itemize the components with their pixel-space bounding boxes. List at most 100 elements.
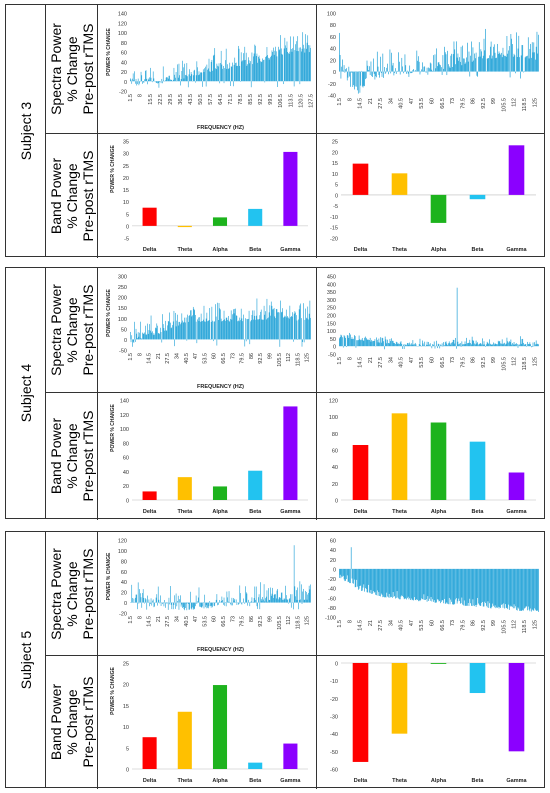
category-label: Theta: [392, 509, 408, 515]
category-label: Alpha: [212, 778, 228, 784]
spectrum-bar: [531, 42, 533, 72]
y-tick-label: 0: [124, 338, 127, 344]
spectrum-bar: [503, 343, 505, 347]
spectrum-bar: [154, 602, 155, 607]
spectrum-bar: [155, 597, 157, 603]
spectrum-bar: [384, 568, 385, 598]
spectrum-bar: [216, 594, 218, 603]
y-tick-label: -40: [330, 732, 338, 738]
spectrum-bar: [478, 568, 480, 605]
x-tick-label: 1.5: [337, 357, 343, 365]
spectrum-bar: [263, 599, 264, 603]
spectrum-bar: [205, 318, 207, 340]
spectrum-bar: [233, 600, 235, 603]
spectrum-bar: [215, 602, 216, 604]
spectrum-bar: [380, 71, 382, 74]
spectrum-bar: [489, 46, 491, 72]
spectrum-bar: [391, 52, 392, 72]
y-tick-label: 300: [118, 275, 127, 281]
spectrum-bar: [132, 73, 134, 82]
spectrum-bar: [203, 305, 205, 340]
x-tick-label: 127.5: [308, 94, 314, 108]
x-tick-label: 99: [268, 353, 274, 359]
x-tick-label: 21: [156, 616, 162, 622]
y-tick-label: 20: [332, 150, 338, 156]
x-tick-label: 40.5: [399, 357, 405, 368]
y-tick-label: 15: [123, 704, 129, 710]
x-tick-label: 86: [471, 620, 477, 626]
x-tick-label: 27.5: [378, 620, 384, 631]
spectrum-bar: [484, 344, 486, 347]
spectrum-bar: [167, 602, 169, 610]
spectrum-bar: [172, 602, 174, 610]
spectrum-bar: [359, 339, 361, 347]
spectrum-bar: [526, 56, 528, 72]
spectrum-bar: [280, 48, 282, 82]
spectrum-bar: [378, 338, 380, 347]
spectrum-bar: [467, 568, 469, 603]
spectrum-bar: [233, 598, 234, 603]
spectrum-bar: [493, 344, 495, 347]
spectrum-bar: [463, 568, 464, 606]
spectrum-bar: [180, 81, 181, 86]
spectrum-bar: [423, 66, 425, 72]
spectrum-bar: [424, 66, 426, 72]
spectrum-bar: [448, 568, 449, 605]
y-tick-label: -50: [328, 353, 336, 359]
spectrum-bar: [471, 568, 472, 606]
spectrum-bar: [372, 340, 374, 347]
spectrum-bar: [145, 70, 147, 82]
spectrum-bar: [160, 602, 162, 606]
spectrum-bar: [278, 599, 279, 603]
spectrum-bar: [478, 568, 479, 604]
spectrum-bar: [150, 330, 151, 340]
spectrum-bar: [350, 71, 352, 73]
x-tick-label: 118.5: [295, 616, 301, 629]
spectrum-bar: [240, 308, 242, 340]
spectrum-bar: [349, 332, 350, 347]
spectrum-bar: [310, 584, 311, 603]
spectrum-bar: [420, 71, 422, 73]
spectrum-bar: [249, 339, 251, 345]
spectrum-bar: [246, 65, 248, 82]
spectrum-bar: [399, 61, 400, 72]
spectrum-bar: [488, 343, 490, 347]
y-tick-label: 0: [335, 499, 338, 505]
spectrum-bar: [241, 602, 243, 605]
spectrum-bar: [288, 317, 289, 340]
spectrum-bar: [244, 46, 246, 82]
spectrum-bar: [494, 52, 496, 72]
spectrum-bar: [460, 568, 462, 604]
spectrum-bar: [467, 568, 468, 606]
spectrum-bar: [531, 57, 532, 72]
x-tick-label: 79.5: [460, 357, 466, 368]
subject-label-text: Subject 5: [17, 630, 34, 689]
spectrum-bar: [376, 51, 378, 72]
spectrum-bar: [369, 568, 370, 593]
spectrum-bar: [440, 568, 441, 604]
spectrum-bar: [240, 602, 242, 604]
spectrum-bar: [205, 66, 206, 82]
x-tick-label: 92.5: [481, 357, 487, 368]
x-tick-label: 125: [305, 616, 311, 625]
spectrum-bar: [175, 77, 176, 82]
chart-cell: -20 -15 -10 -5 0 5 10 15 20 25 Delta Theta Alpha Beta…: [317, 133, 544, 258]
spectrum-bar: [190, 602, 192, 609]
spectrum-bar: [439, 64, 441, 72]
spectrum-bar: [342, 70, 344, 72]
spectrum-bar: [220, 318, 222, 340]
x-tick-label: 66.5: [440, 98, 446, 109]
spectrum-bar: [253, 310, 255, 340]
spectrum-bar: [262, 597, 263, 603]
spectrum-bar: [499, 568, 501, 608]
spectrum-bar: [367, 568, 369, 593]
spectrum-bar: [207, 321, 208, 340]
spectrum-bar: [303, 339, 305, 343]
chart-cell: 0 20 40 60 80 100 120 Delta Theta Alpha Beta Gamma: [317, 392, 544, 520]
spectrum-bar: [242, 321, 243, 340]
spectrum-bar: [276, 590, 278, 603]
y-tick-label: -5: [124, 237, 129, 243]
spectrum-bar: [153, 602, 155, 608]
spectrum-bar: [362, 71, 364, 88]
